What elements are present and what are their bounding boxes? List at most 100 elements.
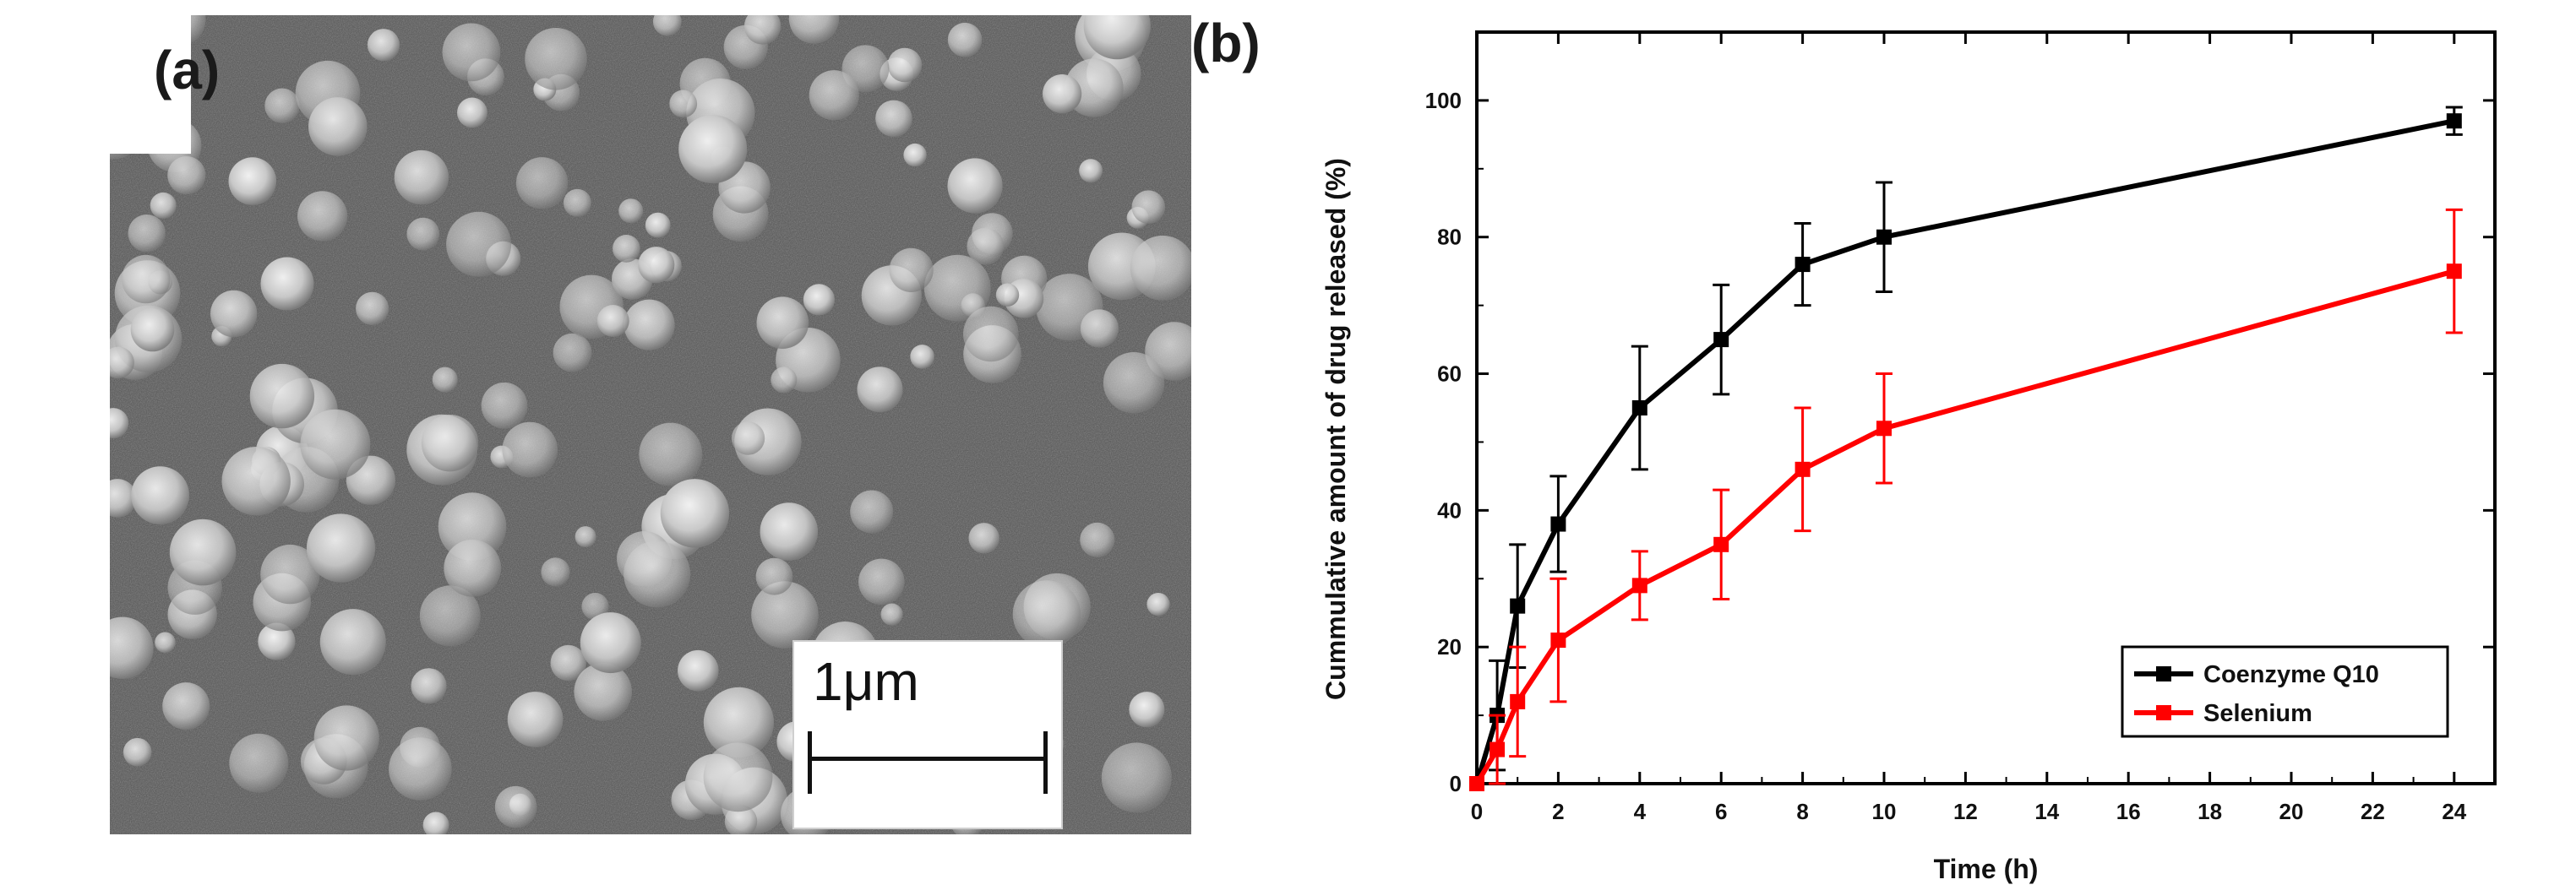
x-axis-label: Time (h): [1934, 854, 2039, 884]
particle: [541, 557, 570, 587]
particle: [1131, 190, 1166, 224]
particle: [580, 612, 641, 674]
particle: [394, 149, 449, 205]
scale-bar-label: 1μm: [813, 651, 919, 712]
particle: [110, 479, 137, 518]
particle: [221, 447, 291, 516]
particle: [481, 382, 528, 429]
particle: [731, 421, 765, 455]
particle: [367, 29, 400, 62]
particle: [438, 492, 507, 561]
particle: [771, 366, 798, 394]
particle: [1080, 522, 1115, 558]
particle: [123, 737, 152, 767]
particle: [306, 513, 376, 583]
particle: [131, 466, 189, 524]
label-background: [0, 0, 191, 154]
particle: [624, 540, 691, 608]
x-tick-label: 24: [2442, 799, 2466, 824]
particle: [406, 217, 440, 251]
particle: [502, 421, 558, 478]
particle: [889, 247, 934, 292]
particle: [169, 519, 237, 586]
particle: [563, 188, 591, 217]
x-tick-label: 2: [1552, 799, 1564, 824]
particle: [703, 687, 775, 758]
particle: [297, 191, 348, 242]
data-point: [1794, 257, 1811, 273]
particle: [660, 479, 730, 548]
particle: [1130, 236, 1191, 301]
y-tick-label: 40: [1437, 497, 1462, 523]
x-tick-label: 18: [2197, 799, 2222, 824]
particle: [1083, 15, 1151, 60]
particle: [110, 346, 134, 379]
particle: [678, 649, 719, 692]
x-tick-label: 6: [1715, 799, 1727, 824]
particle: [1043, 74, 1082, 114]
particle: [574, 663, 632, 721]
y-tick-label: 100: [1425, 88, 1462, 113]
particle: [910, 345, 934, 369]
particle: [755, 557, 793, 595]
x-tick-label: 16: [2116, 799, 2141, 824]
data-point: [1713, 332, 1729, 348]
legend-label: Selenium: [2203, 700, 2312, 727]
particle: [389, 737, 452, 801]
particle: [618, 198, 644, 224]
particle: [457, 97, 487, 128]
particle: [162, 682, 210, 730]
particle: [903, 143, 927, 167]
panel-b-label: (b): [1191, 13, 1261, 73]
particle: [229, 733, 289, 793]
particle: [947, 158, 1003, 214]
data-point: [1876, 229, 1892, 245]
particle: [743, 15, 782, 45]
data-point: [1876, 421, 1892, 437]
particle: [1101, 742, 1172, 813]
particle: [525, 28, 587, 90]
legend-marker: [2156, 666, 2171, 681]
particle: [515, 157, 569, 209]
particle: [947, 22, 983, 57]
particle: [788, 15, 840, 44]
particle: [122, 254, 171, 304]
particle: [507, 692, 564, 747]
y-tick-label: 60: [1437, 361, 1462, 387]
particle: [1129, 692, 1165, 728]
particle: [803, 284, 836, 316]
particle: [875, 100, 912, 138]
plot-frame: [1475, 30, 2497, 785]
data-point: [1550, 516, 1566, 532]
particle: [624, 299, 675, 350]
particle: [167, 156, 206, 195]
legend-marker: [2156, 705, 2171, 720]
y-axis-label: Cummulative amount of drug released (%): [1321, 158, 1351, 700]
particle: [1080, 309, 1119, 348]
series-1: [1469, 208, 2463, 791]
particle: [300, 409, 371, 480]
x-tick-label: 4: [1634, 799, 1647, 824]
y-tick-label: 0: [1450, 771, 1462, 796]
x-tick-label: 0: [1471, 799, 1483, 824]
particle: [857, 366, 903, 413]
particle: [596, 305, 629, 337]
particle: [150, 192, 177, 219]
particle: [442, 23, 501, 82]
particle: [1103, 352, 1165, 414]
particle: [703, 742, 773, 812]
particle: [613, 235, 640, 263]
particle: [751, 581, 819, 649]
particle: [308, 97, 368, 156]
particle: [356, 291, 389, 325]
particle: [432, 366, 458, 393]
particle: [581, 593, 609, 621]
particle: [446, 211, 512, 277]
data-point: [1510, 693, 1526, 709]
y-tick-label: 80: [1437, 225, 1462, 250]
particle: [756, 296, 809, 350]
particle: [444, 539, 502, 597]
particle: [313, 705, 379, 771]
particle: [967, 227, 1005, 265]
